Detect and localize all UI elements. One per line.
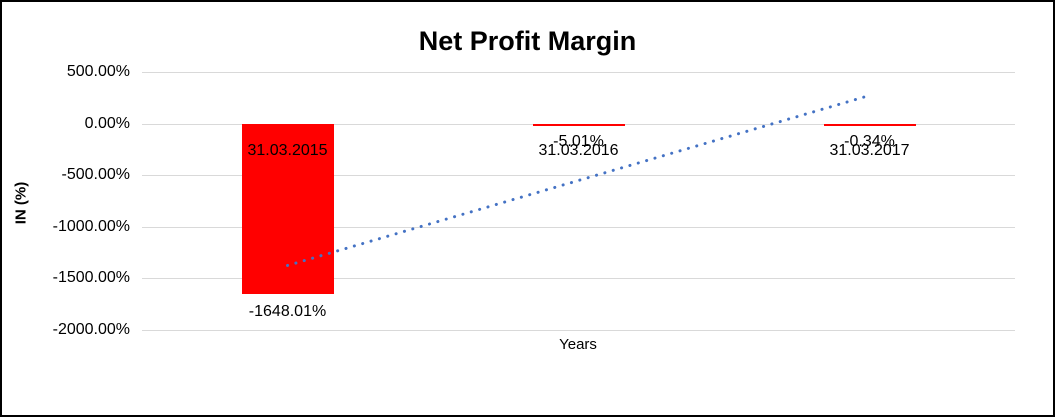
data-label: -0.34% — [844, 132, 895, 150]
gridline — [142, 330, 1015, 331]
y-axis-tick-label: -1000.00% — [52, 217, 130, 235]
y-axis-tick-label: 500.00% — [66, 63, 130, 80]
gridline — [142, 72, 1015, 73]
category-label: 31.03.2015 — [247, 141, 328, 159]
bar-31.03.2016 — [532, 123, 625, 126]
y-axis-tick-label: -1500.00% — [52, 269, 130, 287]
data-label: -5.01% — [553, 133, 604, 151]
data-label: -1648.01% — [248, 302, 327, 320]
y-axis-tick-label: -2000.00% — [52, 321, 130, 338]
linear-trendline — [286, 93, 871, 267]
y-axis-tick-label: -500.00% — [61, 166, 131, 184]
y-axis-tick-label: 0.00% — [84, 114, 130, 132]
chart-title: Net Profit Margin — [418, 26, 637, 56]
bar-31.03.2017 — [823, 123, 916, 126]
gridline — [142, 278, 1015, 280]
x-axis-title: Years — [559, 336, 597, 353]
